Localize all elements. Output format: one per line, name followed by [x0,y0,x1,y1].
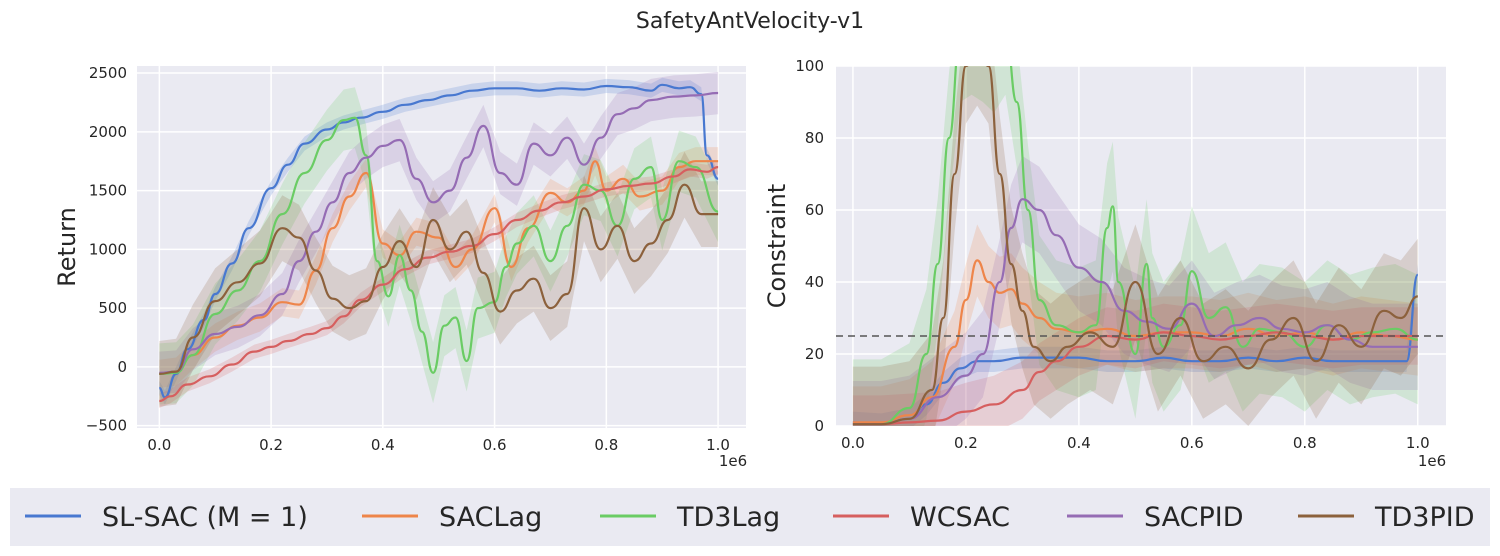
return-x-tick-label: 0.2 [259,436,283,454]
return-bands [159,71,719,408]
return-x-tick-label: 0.4 [371,436,395,454]
legend-label-td3lag: TD3Lag [676,502,780,533]
legend-label-saclag: SACLag [439,502,542,533]
constraint-x-multiplier: 1e6 [1418,452,1446,470]
constraint-y-tick-label: 100 [795,57,824,75]
constraint-band-wcsac [852,303,1418,426]
constraint-band-saclag [852,224,1418,426]
return-lines [158,83,719,403]
return-band-td3pid [159,151,719,407]
return-y-tick-label: 2500 [89,64,127,82]
return-band-saclag [159,147,719,388]
return-line-saclag [159,160,719,375]
constraint-y-tick-label: 80 [805,129,824,147]
return-y-label: Return [53,207,81,287]
return-y-tick-label: −500 [86,417,127,435]
return-line-td3pid [159,183,719,375]
constraint-y-tick-label: 60 [805,201,824,219]
constraint-lines [852,66,1419,426]
return-line-sacpid [159,91,719,374]
return-y-tick-label: 1000 [89,240,127,258]
constraint-line-sacpid [852,198,1418,426]
return-y-tick-label: 1500 [89,182,127,200]
legend: SL-SAC (M = 1) SACLag TD3Lag WCSAC SACPID TD3… [10,488,1490,546]
constraint-line-td3pid [852,66,1419,426]
return-x-tick-label: 0.6 [483,436,507,454]
legend-label-sacpid: SACPID [1144,502,1244,533]
legend-label-sl-sac-m-1: SL-SAC (M = 1) [102,502,308,533]
legend-label-wcsac: WCSAC [910,502,1010,533]
constraint-band-sl-sac-m-1 [852,264,1418,426]
return-x-tick-label: 0.8 [594,436,618,454]
constraint-x-tick-label: 0.0 [841,434,865,452]
constraint-panel: 0.0 0.2 0.4 0.6 0.8 1.0 0 20 40 60 80 100 1e6 Cons… [763,57,1446,470]
return-line-td3lag [159,116,719,375]
constraint-y-tick-label: 40 [805,273,824,291]
constraint-y-tick-label: 0 [814,417,824,435]
constraint-band-sacpid [852,156,1418,426]
constraint-line-sl-sac-m-1 [852,273,1419,426]
return-band-wcsac [159,160,719,408]
legend-label-td3pid: TD3PID [1374,502,1475,533]
constraint-x-tick-label: 0.6 [1180,434,1204,452]
legend-box [10,488,1490,546]
return-x-multiplier: 1e6 [719,452,747,470]
constraint-line-wcsac [852,331,1418,426]
return-y-tick-label: 2000 [89,123,127,141]
return-panel: 0.0 0.2 0.4 0.6 0.8 1.0 −500 0 500 1000 1500 2000 2… [53,64,747,470]
return-x-tick-label: 0.0 [147,436,171,454]
return-y-tick-label: 500 [98,299,127,317]
return-y-tick-label: 0 [117,358,127,376]
constraint-x-tick-label: 0.2 [954,434,978,452]
figure-title: SafetyAntVelocity-v1 [636,9,864,34]
return-x-tick-label: 1.0 [706,436,730,454]
return-line-wcsac [159,166,719,403]
return-band-td3lag [159,87,719,405]
constraint-y-label: Constraint [763,184,791,308]
constraint-line-td3lag [852,66,1418,426]
return-band-sacpid [159,71,719,394]
constraint-x-ticks: 0.0 0.2 0.4 0.6 0.8 1.0 [841,434,1430,452]
constraint-y-ticks: 0 20 40 60 80 100 [795,57,824,435]
constraint-x-tick-label: 0.4 [1067,434,1091,452]
constraint-y-tick-label: 20 [805,345,824,363]
return-line-sl-sac-m-1 [158,83,719,399]
return-y-ticks: −500 0 500 1000 1500 2000 2500 [86,64,127,435]
return-x-ticks: 0.0 0.2 0.4 0.6 0.8 1.0 [147,436,730,454]
constraint-x-tick-label: 0.8 [1293,434,1317,452]
constraint-x-tick-label: 1.0 [1406,434,1430,452]
